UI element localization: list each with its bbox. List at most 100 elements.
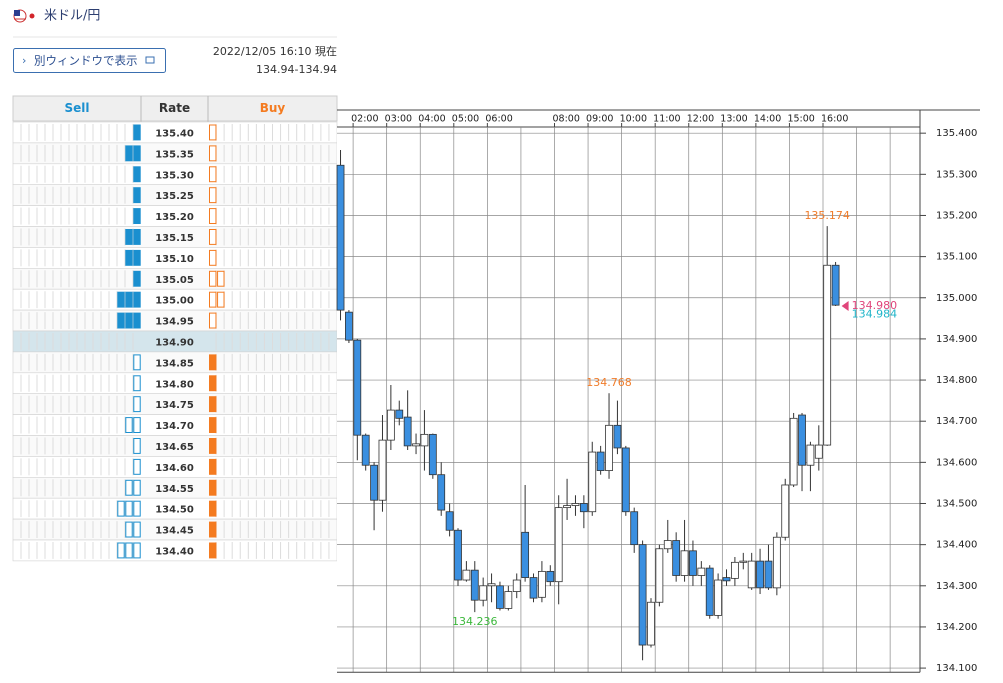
- candle-body: [705, 567, 714, 616]
- candle-body: [588, 451, 597, 513]
- rate: 135.20: [155, 212, 194, 223]
- buy-order-box: [209, 479, 217, 496]
- buy-order-box: [209, 458, 217, 475]
- candle-body: [806, 444, 815, 466]
- y-tick-label: 134.500: [936, 498, 977, 509]
- y-tick-label: 135.100: [936, 252, 977, 263]
- candle-body: [764, 560, 773, 589]
- column-header: Buy: [260, 101, 286, 115]
- button-label[interactable]: 別ウィンドウで表示: [34, 54, 138, 68]
- sell-order-box: [133, 354, 141, 371]
- sell-order-box: [125, 417, 133, 434]
- candle-body: [831, 264, 840, 306]
- y-tick-label: 134.200: [936, 622, 977, 633]
- candle-body: [395, 409, 404, 419]
- sell-order-box: [125, 500, 133, 517]
- x-tick-label: 03:00: [385, 114, 412, 125]
- candle-body: [714, 579, 723, 616]
- x-tick-label: 12:00: [687, 114, 714, 125]
- buy-order-box: [209, 166, 217, 183]
- x-tick-label: 16:00: [821, 114, 848, 125]
- candle-body: [445, 511, 454, 531]
- sell-order-box: [133, 124, 141, 141]
- buy-order-box: [209, 438, 217, 454]
- candle-body: [672, 540, 681, 576]
- candle-body: [496, 585, 504, 609]
- candle-body: [403, 416, 412, 447]
- candle-body: [412, 443, 420, 447]
- buy-order-box: [209, 500, 217, 517]
- x-tick-label: 15:00: [787, 114, 814, 125]
- page-title: 米ドル/円: [44, 9, 100, 24]
- sell-order-box: [133, 187, 141, 204]
- sell-order-box: [125, 542, 133, 559]
- sell-order-box: [125, 479, 133, 496]
- order-book: Sell Rate Buy 135.40 135.35 135.30 135.25 135.2…: [12, 95, 338, 562]
- rate: 134.50: [155, 505, 194, 516]
- rate: 134.80: [155, 379, 194, 390]
- sell-order-box: [133, 458, 141, 475]
- candle-body: [663, 540, 672, 550]
- candle-body: [571, 503, 580, 506]
- candle-body: [756, 560, 764, 589]
- candle-body: [420, 433, 429, 447]
- y-tick-label: 135.400: [936, 128, 977, 139]
- candle-body: [621, 447, 630, 513]
- buy-order-box: [209, 542, 217, 559]
- sell-order-box: [125, 291, 133, 308]
- rate: 135.30: [155, 170, 194, 181]
- x-tick-label: 11:00: [653, 114, 680, 125]
- sell-order-box: [133, 417, 141, 434]
- candle-body: [512, 579, 521, 592]
- buy-order-box: [209, 187, 217, 204]
- candle-body: [554, 507, 563, 583]
- rate: 134.70: [155, 421, 194, 432]
- candle-body: [747, 560, 756, 589]
- x-tick-label: 10:00: [620, 114, 647, 125]
- y-tick-label: 134.800: [936, 375, 977, 386]
- candle-body: [722, 577, 731, 582]
- buy-order-box: [209, 521, 217, 538]
- price-marker-label: 134.980: [852, 299, 898, 312]
- candle-body: [437, 474, 446, 511]
- chevron: ›: [22, 54, 26, 67]
- rate: 134.45: [155, 526, 194, 537]
- candle-body: [462, 569, 471, 581]
- sell-order-box: [133, 145, 141, 162]
- sell-order-box: [125, 229, 133, 245]
- candle-body: [739, 560, 748, 563]
- x-tick-label: 04:00: [418, 114, 445, 125]
- x-tick-label: 13:00: [720, 114, 747, 125]
- candle-body: [596, 451, 605, 471]
- open-window-button[interactable]: › 別ウィンドウで表示: [13, 48, 166, 73]
- x-tick-label: 06:00: [485, 114, 512, 125]
- candle-body: [336, 164, 345, 311]
- candle-body: [630, 511, 639, 546]
- candle-body: [546, 570, 555, 583]
- rate: 134.60: [155, 463, 194, 474]
- y-tick-label: 134.700: [936, 416, 977, 427]
- candle-body: [353, 339, 362, 436]
- sell-order-box: [133, 375, 141, 392]
- candle-body: [563, 505, 571, 509]
- candle-body: [689, 550, 697, 576]
- buy-order-box: [209, 249, 217, 266]
- rate: 134.55: [155, 484, 194, 495]
- buy-order-box: [217, 291, 225, 308]
- candle-body: [386, 409, 395, 441]
- candle-body: [655, 548, 664, 603]
- candle-body: [823, 264, 832, 446]
- x-tick-label: 05:00: [452, 114, 479, 125]
- candle-body: [605, 424, 613, 471]
- buy-order-box: [209, 208, 217, 225]
- candle-body: [454, 529, 462, 581]
- rate: 134.90: [155, 337, 194, 348]
- extreme-label: 135.174: [804, 209, 850, 222]
- price-marker: [841, 300, 849, 311]
- candle-body: [789, 417, 798, 486]
- sell-order-box: [133, 312, 141, 329]
- candle-body: [772, 536, 781, 589]
- candle-body: [638, 544, 647, 646]
- buy-order-box: [209, 354, 217, 371]
